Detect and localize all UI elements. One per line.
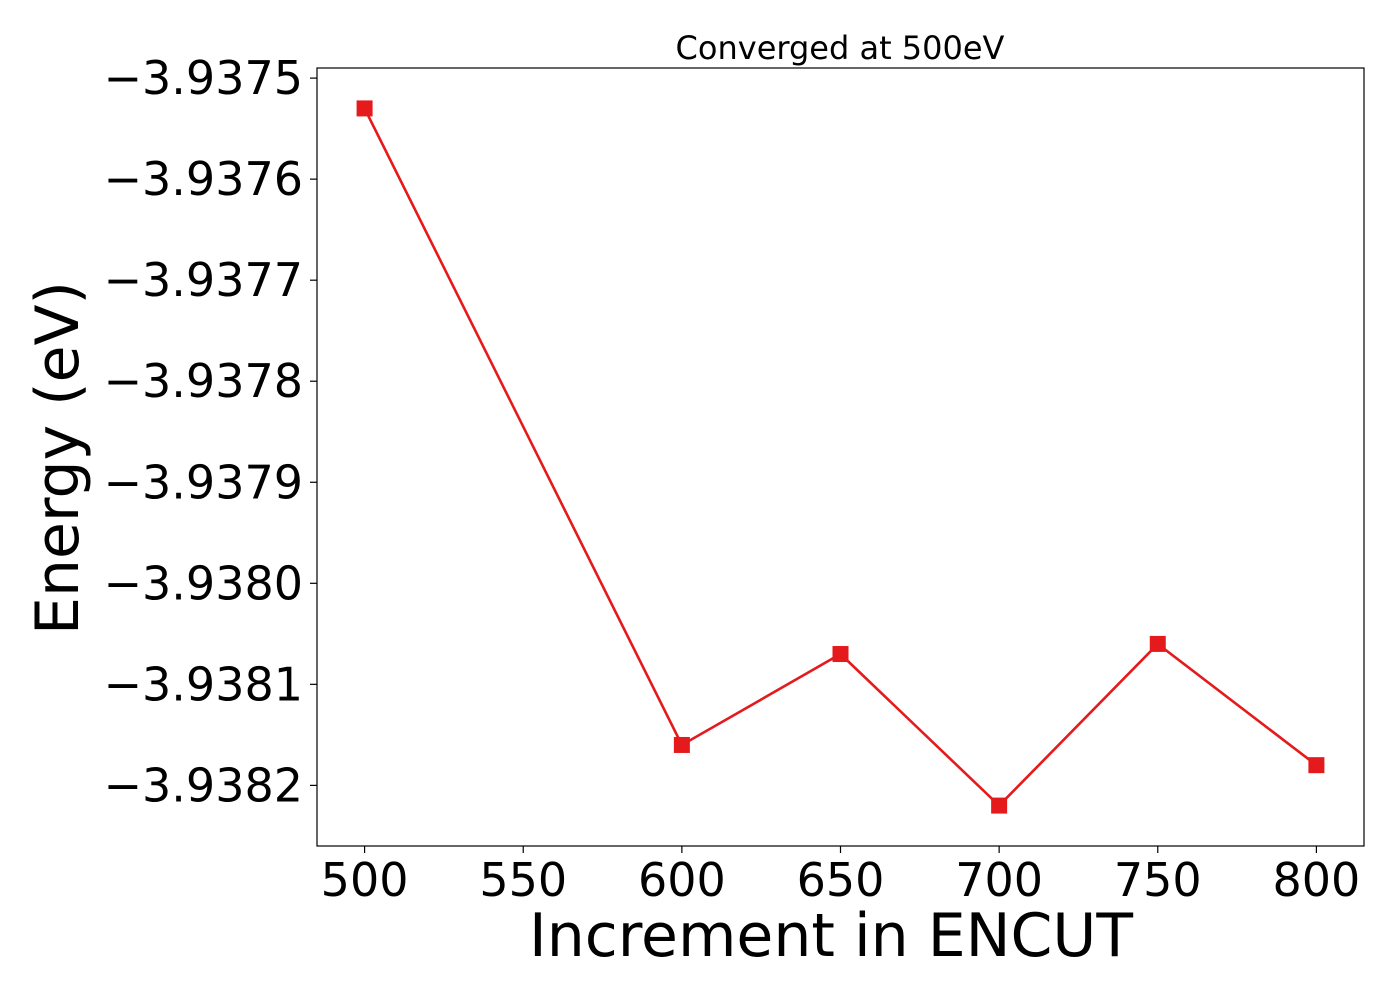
x-tick-label: 800 <box>1273 853 1361 907</box>
plot-frame <box>316 67 1365 847</box>
series-layer <box>356 100 1325 814</box>
data-point-marker <box>1308 757 1325 774</box>
y-tick-label: −3.9376 <box>104 152 304 206</box>
x-tick-label: 700 <box>955 853 1043 907</box>
x-tick-label: 750 <box>1114 853 1202 907</box>
y-axis-ticks: −3.9375 −3.9376 −3.9377 −3.9378 −3.9379 −3.93… <box>104 51 317 812</box>
y-tick-label: −3.9375 <box>104 51 304 105</box>
y-tick-label: −3.9380 <box>104 556 304 610</box>
data-point-marker <box>991 797 1008 814</box>
x-tick-label: 600 <box>638 853 726 907</box>
x-tick-label: 500 <box>321 853 409 907</box>
x-axis-ticks: 500 550 600 650 700 750 800 <box>321 846 1361 907</box>
y-tick-label: −3.9378 <box>104 354 304 408</box>
y-tick-label: −3.9379 <box>104 455 304 509</box>
data-point-marker <box>356 100 373 117</box>
x-axis-label: Increment in ENCUT <box>529 901 1133 971</box>
data-point-marker <box>832 646 849 663</box>
series-line <box>363 107 1318 808</box>
y-axis-label: Energy (eV) <box>23 281 93 635</box>
data-point-marker <box>673 736 690 753</box>
y-tick-label: −3.9382 <box>104 758 304 812</box>
chart-title: Converged at 500eV <box>676 29 1005 67</box>
y-tick-label: −3.9381 <box>104 657 304 711</box>
x-tick-label: 650 <box>797 853 885 907</box>
data-point-marker <box>1149 635 1166 652</box>
x-tick-label: 550 <box>479 853 567 907</box>
y-tick-label: −3.9377 <box>104 253 304 307</box>
